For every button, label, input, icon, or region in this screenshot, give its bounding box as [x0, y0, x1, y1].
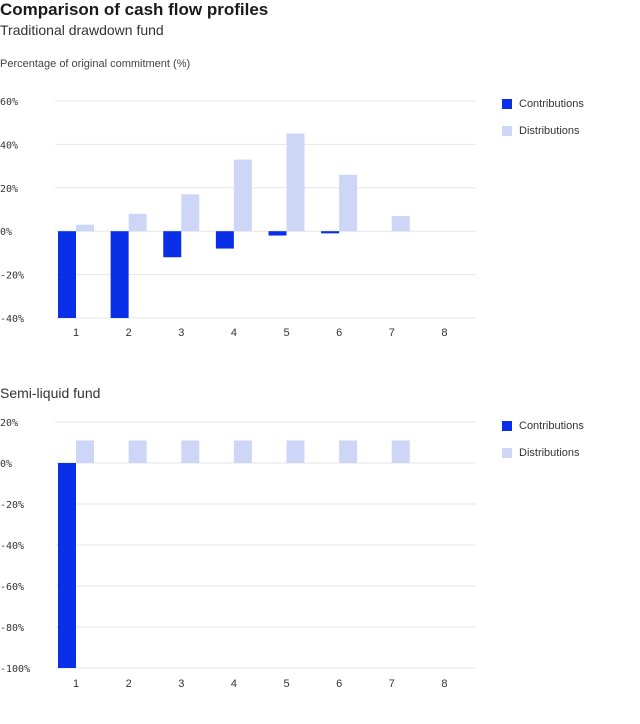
distributions-swatch	[502, 126, 512, 136]
y-axis-label: Percentage of original commitment (%)	[0, 58, 191, 70]
bar-distributions	[76, 224, 94, 232]
legend-distributions-2: Distributions	[502, 447, 580, 459]
bar-distributions	[286, 440, 305, 463]
contributions-swatch	[502, 99, 512, 109]
bar-distributions	[128, 213, 147, 232]
y-tick-label: 0%	[0, 459, 12, 470]
legend-label-distributions: Distributions	[519, 447, 580, 459]
y-tick-label: -100%	[0, 664, 30, 675]
x-tick-label: 3	[178, 327, 184, 339]
legend-label-contributions: Contributions	[519, 98, 584, 110]
bar-contributions	[321, 231, 340, 234]
x-tick-label: 3	[178, 678, 184, 690]
y-tick-label: -60%	[0, 582, 24, 593]
x-tick-label: 2	[126, 327, 132, 339]
x-tick-label: 5	[283, 678, 289, 690]
x-tick-label: 6	[336, 327, 342, 339]
y-tick-label: 40%	[0, 140, 18, 151]
x-tick-label: 5	[283, 327, 289, 339]
x-tick-label: 7	[389, 327, 395, 339]
y-tick-label: -40%	[0, 541, 24, 552]
x-tick-label: 2	[126, 678, 132, 690]
legend-distributions-1: Distributions	[502, 125, 580, 137]
bar-contributions	[163, 231, 182, 258]
x-tick-label: 8	[441, 678, 447, 690]
bar-distributions	[128, 440, 147, 463]
bar-distributions	[286, 133, 305, 232]
x-tick-label: 7	[389, 678, 395, 690]
legend-contributions-1: Contributions	[502, 98, 584, 110]
x-tick-label: 4	[231, 327, 237, 339]
legend-contributions-2: Contributions	[502, 420, 584, 432]
bar-contributions	[268, 231, 287, 236]
y-tick-label: -20%	[0, 271, 24, 282]
bar-distributions	[233, 159, 252, 232]
y-tick-label: 20%	[0, 184, 18, 195]
bar-distributions	[339, 440, 358, 463]
y-tick-label: -20%	[0, 500, 24, 511]
bar-distributions	[391, 216, 410, 232]
x-tick-label: 4	[231, 678, 237, 690]
bar-distributions	[339, 174, 358, 232]
y-tick-label: 60%	[0, 97, 18, 108]
x-tick-label: 1	[73, 327, 79, 339]
y-tick-label: 20%	[0, 418, 18, 429]
chart1-subtitle: Traditional drawdown fund	[0, 22, 164, 38]
contributions-swatch	[502, 421, 512, 431]
y-tick-label: 0%	[0, 227, 12, 238]
bar-contributions	[110, 231, 129, 318]
y-tick-label: -40%	[0, 314, 24, 325]
bar-distributions	[181, 194, 200, 232]
bar-distributions	[391, 440, 410, 463]
distributions-swatch	[502, 448, 512, 458]
chart2-subtitle: Semi-liquid fund	[0, 385, 101, 401]
bar-distributions	[233, 440, 252, 463]
bar-contributions	[58, 231, 76, 318]
x-tick-label: 6	[336, 678, 342, 690]
legend-label-contributions: Contributions	[519, 420, 584, 432]
bar-distributions	[181, 440, 200, 463]
bar-contributions	[58, 463, 76, 668]
legend-label-distributions: Distributions	[519, 125, 580, 137]
bar-distributions	[76, 440, 94, 463]
bar-contributions	[215, 231, 234, 249]
y-tick-label: -80%	[0, 623, 24, 634]
x-tick-label: 8	[441, 327, 447, 339]
x-tick-label: 1	[73, 678, 79, 690]
chart-title: Comparison of cash flow profiles	[0, 0, 269, 19]
